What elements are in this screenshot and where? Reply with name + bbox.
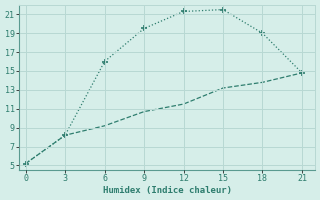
X-axis label: Humidex (Indice chaleur): Humidex (Indice chaleur) <box>103 186 232 195</box>
